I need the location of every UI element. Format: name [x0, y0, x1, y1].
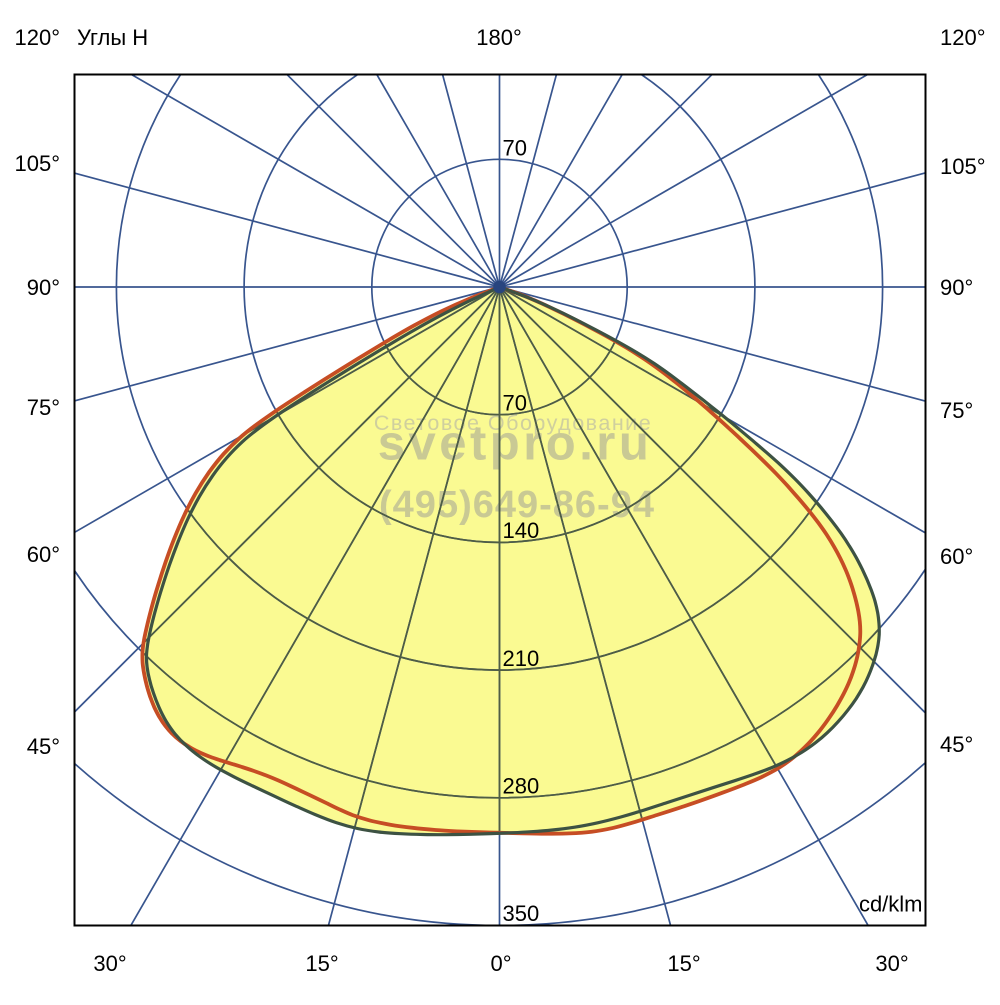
- svg-text:105°: 105°: [14, 151, 60, 176]
- svg-text:45°: 45°: [27, 734, 60, 759]
- svg-text:90°: 90°: [940, 275, 973, 300]
- svg-text:120°: 120°: [14, 25, 60, 50]
- svg-text:Углы H: Углы H: [77, 25, 148, 50]
- svg-text:90°: 90°: [27, 275, 60, 300]
- svg-text:30°: 30°: [93, 951, 126, 976]
- svg-text:75°: 75°: [940, 398, 973, 423]
- svg-text:15°: 15°: [305, 951, 338, 976]
- svg-text:350: 350: [503, 901, 540, 926]
- svg-text:180°: 180°: [476, 25, 522, 50]
- svg-text:45°: 45°: [940, 732, 973, 757]
- svg-text:75°: 75°: [27, 395, 60, 420]
- svg-text:70: 70: [503, 135, 527, 160]
- svg-text:280: 280: [503, 773, 540, 798]
- svg-text:210: 210: [503, 646, 540, 671]
- svg-text:30°: 30°: [875, 951, 908, 976]
- svg-text:60°: 60°: [940, 544, 973, 569]
- svg-text:0°: 0°: [490, 951, 511, 976]
- svg-text:15°: 15°: [667, 951, 700, 976]
- svg-text:120°: 120°: [940, 25, 986, 50]
- svg-text:140: 140: [503, 518, 540, 543]
- svg-text:cd/klm: cd/klm: [859, 892, 923, 917]
- svg-text:105°: 105°: [940, 154, 986, 179]
- svg-text:60°: 60°: [27, 542, 60, 567]
- svg-text:70: 70: [503, 391, 527, 416]
- svg-text:svetpro.ru: svetpro.ru: [378, 417, 653, 471]
